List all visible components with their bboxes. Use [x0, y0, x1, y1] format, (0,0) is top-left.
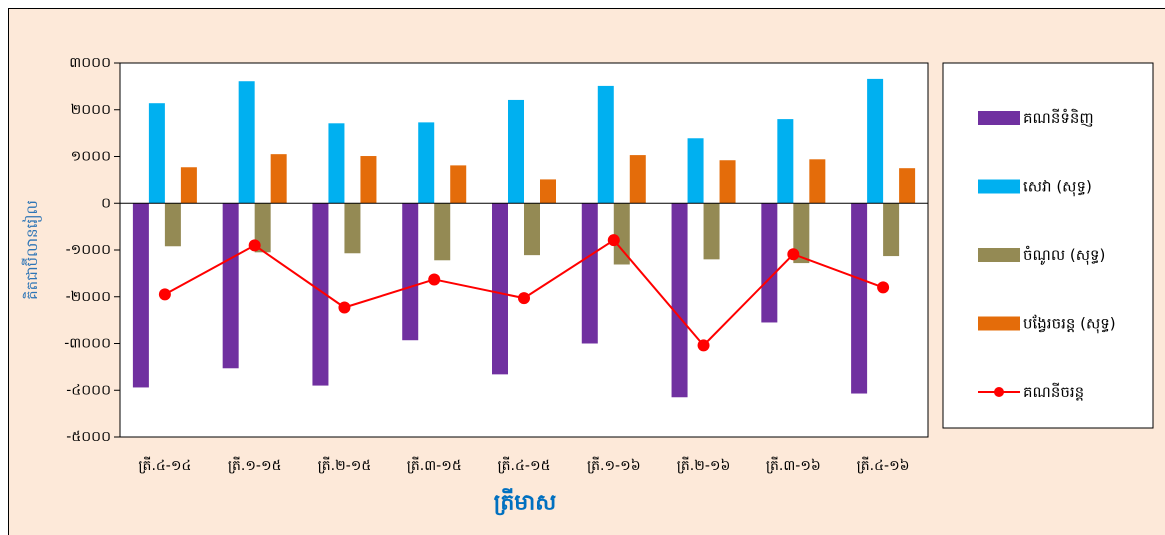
legend-label: បង្វែរចរន្ត (សុទ្ធ)	[1023, 315, 1116, 334]
x-category-label: ត្រី.៣-១៦	[766, 456, 821, 474]
income-net-bar-2	[254, 203, 271, 253]
x-category-label: ត្រី.៣-១៥	[407, 456, 462, 474]
transfers-net-bar-3	[360, 156, 377, 204]
current-account-point-2	[248, 239, 261, 252]
transfers-net-bar-7	[719, 160, 736, 204]
transfers-net-bar-9	[899, 168, 916, 204]
transfers-net-bar-4	[450, 165, 467, 204]
y-axis-title: គិតជាប៊ីលានរៀល	[21, 200, 42, 300]
bar-series-group	[132, 78, 916, 398]
y-tick-label: -៣០០០	[64, 336, 111, 352]
transfers-net-bar-5	[540, 179, 556, 204]
y-tick-label: ៣០០០	[69, 55, 111, 71]
x-category-label: ត្រី.២-១៦	[677, 456, 731, 474]
y-tick-label: ១០០០	[71, 149, 111, 165]
current-account-series	[158, 234, 890, 352]
x-category-label: ត្រី.៤-១៥	[498, 456, 551, 474]
transfers-net-bar-1	[180, 167, 197, 204]
y-tick-label: -៥០០០	[66, 429, 111, 445]
income-net-bar-6	[613, 203, 630, 265]
income-net-bar-8	[793, 203, 810, 264]
legend-label: គណនីទំនិញ	[1023, 108, 1094, 127]
legend-swatch-goods-account-bar	[978, 111, 1020, 125]
goods-account-bar-3	[312, 203, 329, 386]
legend-label: ចំណូល (សុទ្ធ)	[1023, 245, 1105, 265]
income-net-bar-5	[524, 203, 540, 256]
income-net-bar-1	[164, 203, 181, 247]
x-category-label: ត្រី.៤-១៤	[138, 456, 191, 474]
income-net-bar-4	[434, 203, 451, 261]
goods-account-bar-8	[761, 203, 778, 323]
services-net-bar-3	[328, 123, 345, 204]
legend-swatch-income-net-bar	[978, 248, 1020, 262]
current-account-point-1	[158, 288, 171, 301]
y-tick-label: ២០០០	[71, 102, 111, 118]
transfers-net-bar-8	[809, 159, 826, 204]
current-account-point-4	[428, 273, 441, 286]
services-net-bar-7	[687, 138, 704, 204]
income-net-bar-9	[883, 203, 900, 257]
income-net-bar-7	[703, 203, 720, 260]
services-net-bar-2	[238, 81, 255, 204]
x-category-label: ត្រី.២-១៥	[318, 456, 372, 474]
legend-swatch-services-net-bar	[978, 179, 1020, 194]
legend-items: គណនីទំនិញសេវា (សុទ្ធ) ចំណូល (សុទ្ធ) បង្វែរ…	[978, 108, 1116, 401]
current-account-point-8	[787, 248, 800, 261]
services-net-bar-4	[418, 122, 435, 204]
current-account-point-9	[877, 281, 890, 294]
goods-account-bar-6	[581, 203, 598, 344]
goods-account-bar-9	[851, 203, 868, 394]
legend-swatch-transfers-net-bar	[978, 316, 1020, 331]
transfers-net-bar-2	[270, 154, 287, 204]
goods-account-bar-1	[132, 203, 149, 388]
current-account-point-7	[697, 339, 710, 352]
y-tick-label: -៤០០០	[66, 382, 111, 398]
transfers-net-bar-6	[629, 155, 646, 204]
services-net-bar-8	[777, 119, 794, 204]
legend-line-marker	[994, 387, 1004, 397]
current-account-point-6	[607, 234, 620, 247]
services-net-bar-1	[148, 103, 165, 204]
legend-label: គណនីចរន្ត	[1023, 382, 1084, 401]
services-net-bar-6	[597, 85, 614, 204]
x-axis: ត្រី.៤-១៤ ត្រី.១-១៥ ត្រី.២-១៥ ត្រី.៣-១៥ ត្រី…	[138, 456, 909, 474]
y-tick-label: -១០០០	[66, 242, 111, 258]
goods-account-bar-5	[492, 203, 508, 375]
current-account-point-3	[338, 301, 351, 314]
x-category-label: ត្រី.១-១៥	[228, 456, 282, 474]
x-category-label: ត្រី.១-១៦	[587, 456, 641, 474]
services-net-bar-9	[867, 78, 884, 204]
goods-account-bar-7	[671, 203, 688, 398]
income-net-bar-3	[344, 203, 361, 254]
services-net-bar-5	[508, 99, 524, 204]
x-category-label: ត្រី.៤-១៦	[857, 456, 910, 474]
legend-label: សេវា (សុទ្ធ)	[1023, 178, 1092, 197]
x-axis-title: ត្រីមាស	[494, 488, 556, 516]
legend: គណនីទំនិញសេវា (សុទ្ធ) ចំណូល (សុទ្ធ) បង្វែរ…	[942, 62, 1154, 429]
y-tick-label: ០	[101, 195, 111, 211]
goods-account-bar-4	[402, 203, 419, 341]
goods-account-bar-2	[222, 203, 239, 369]
y-tick-label: -២០០០	[66, 289, 111, 305]
current-account-point-5	[518, 292, 530, 305]
